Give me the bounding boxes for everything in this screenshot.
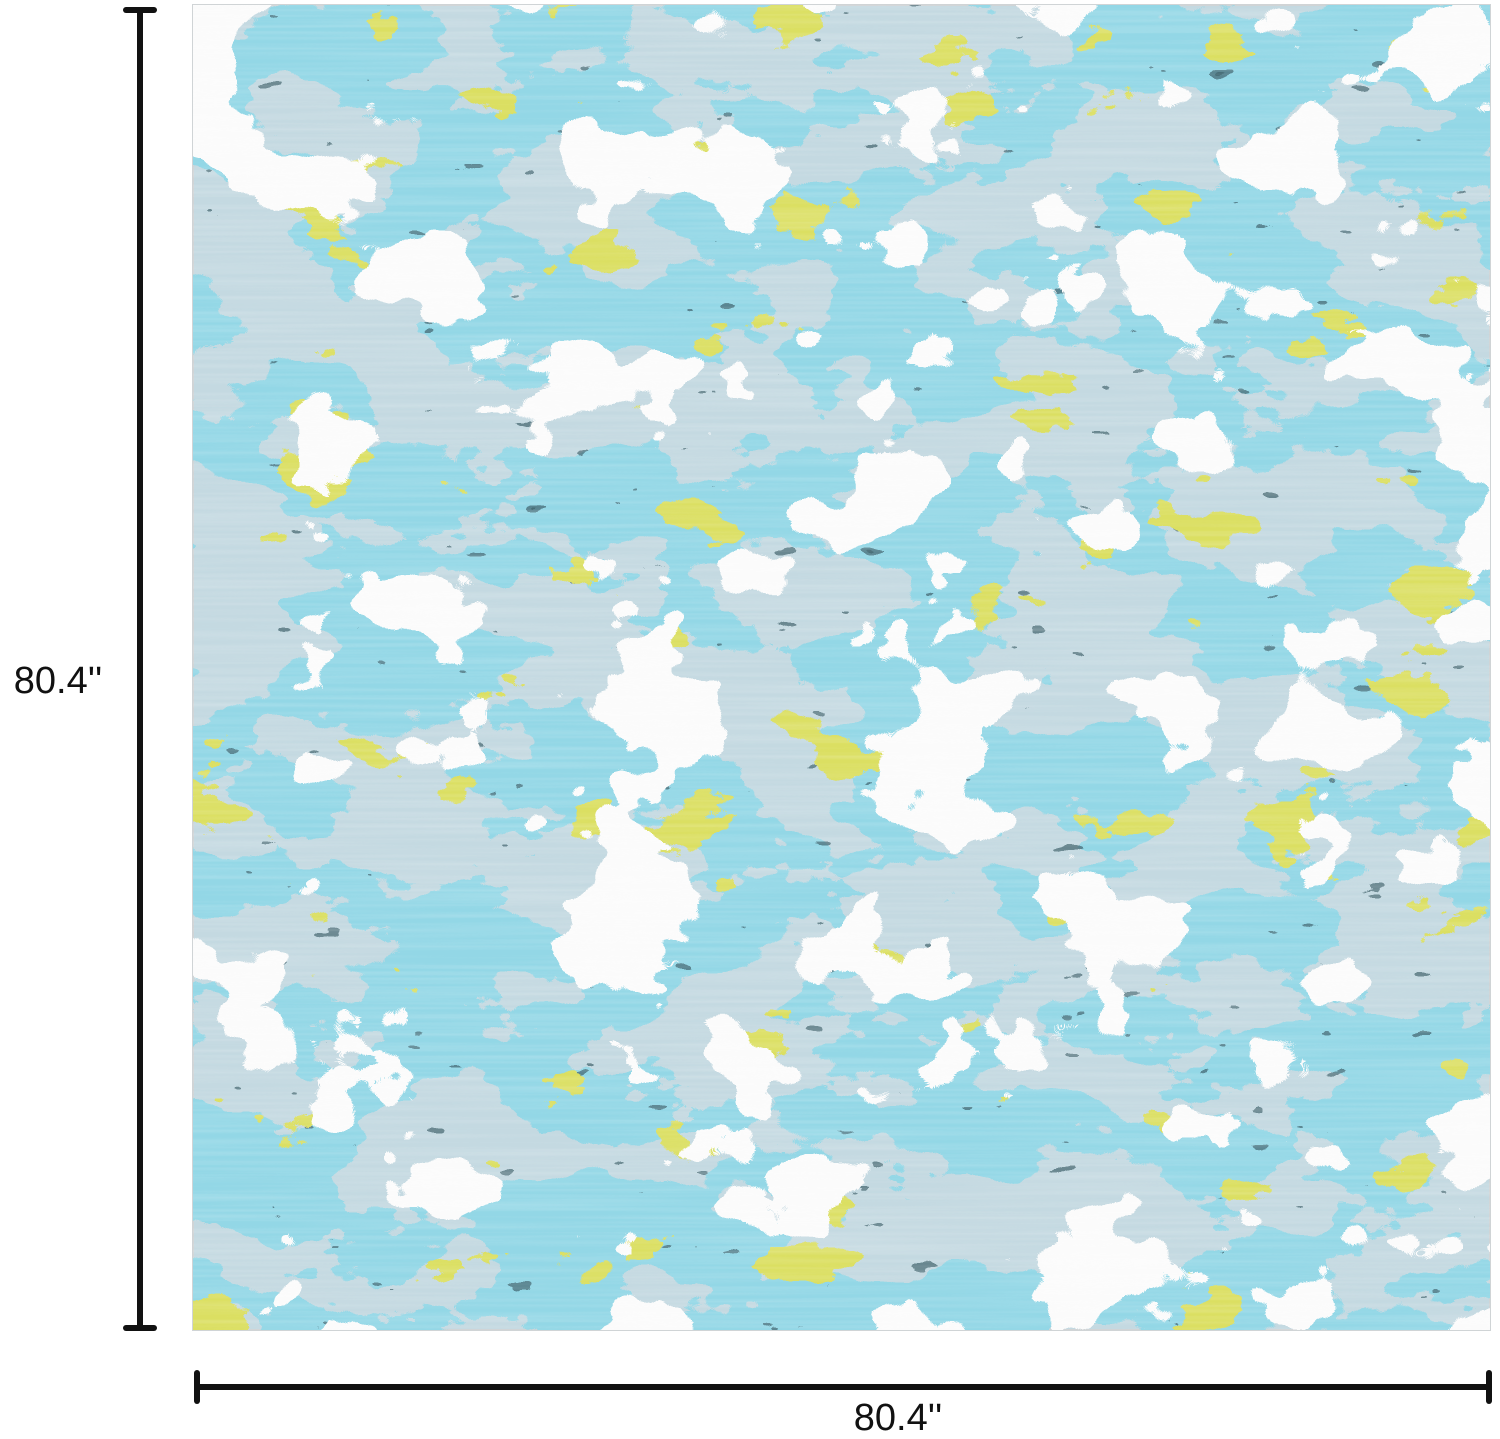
width-label: 80.4''	[854, 1397, 942, 1439]
rug-streaks	[193, 5, 1490, 1330]
width-dimension	[194, 1370, 1492, 1404]
rug	[192, 4, 1491, 1331]
height-label: 80.4''	[14, 660, 102, 702]
height-dimension	[123, 7, 157, 1331]
